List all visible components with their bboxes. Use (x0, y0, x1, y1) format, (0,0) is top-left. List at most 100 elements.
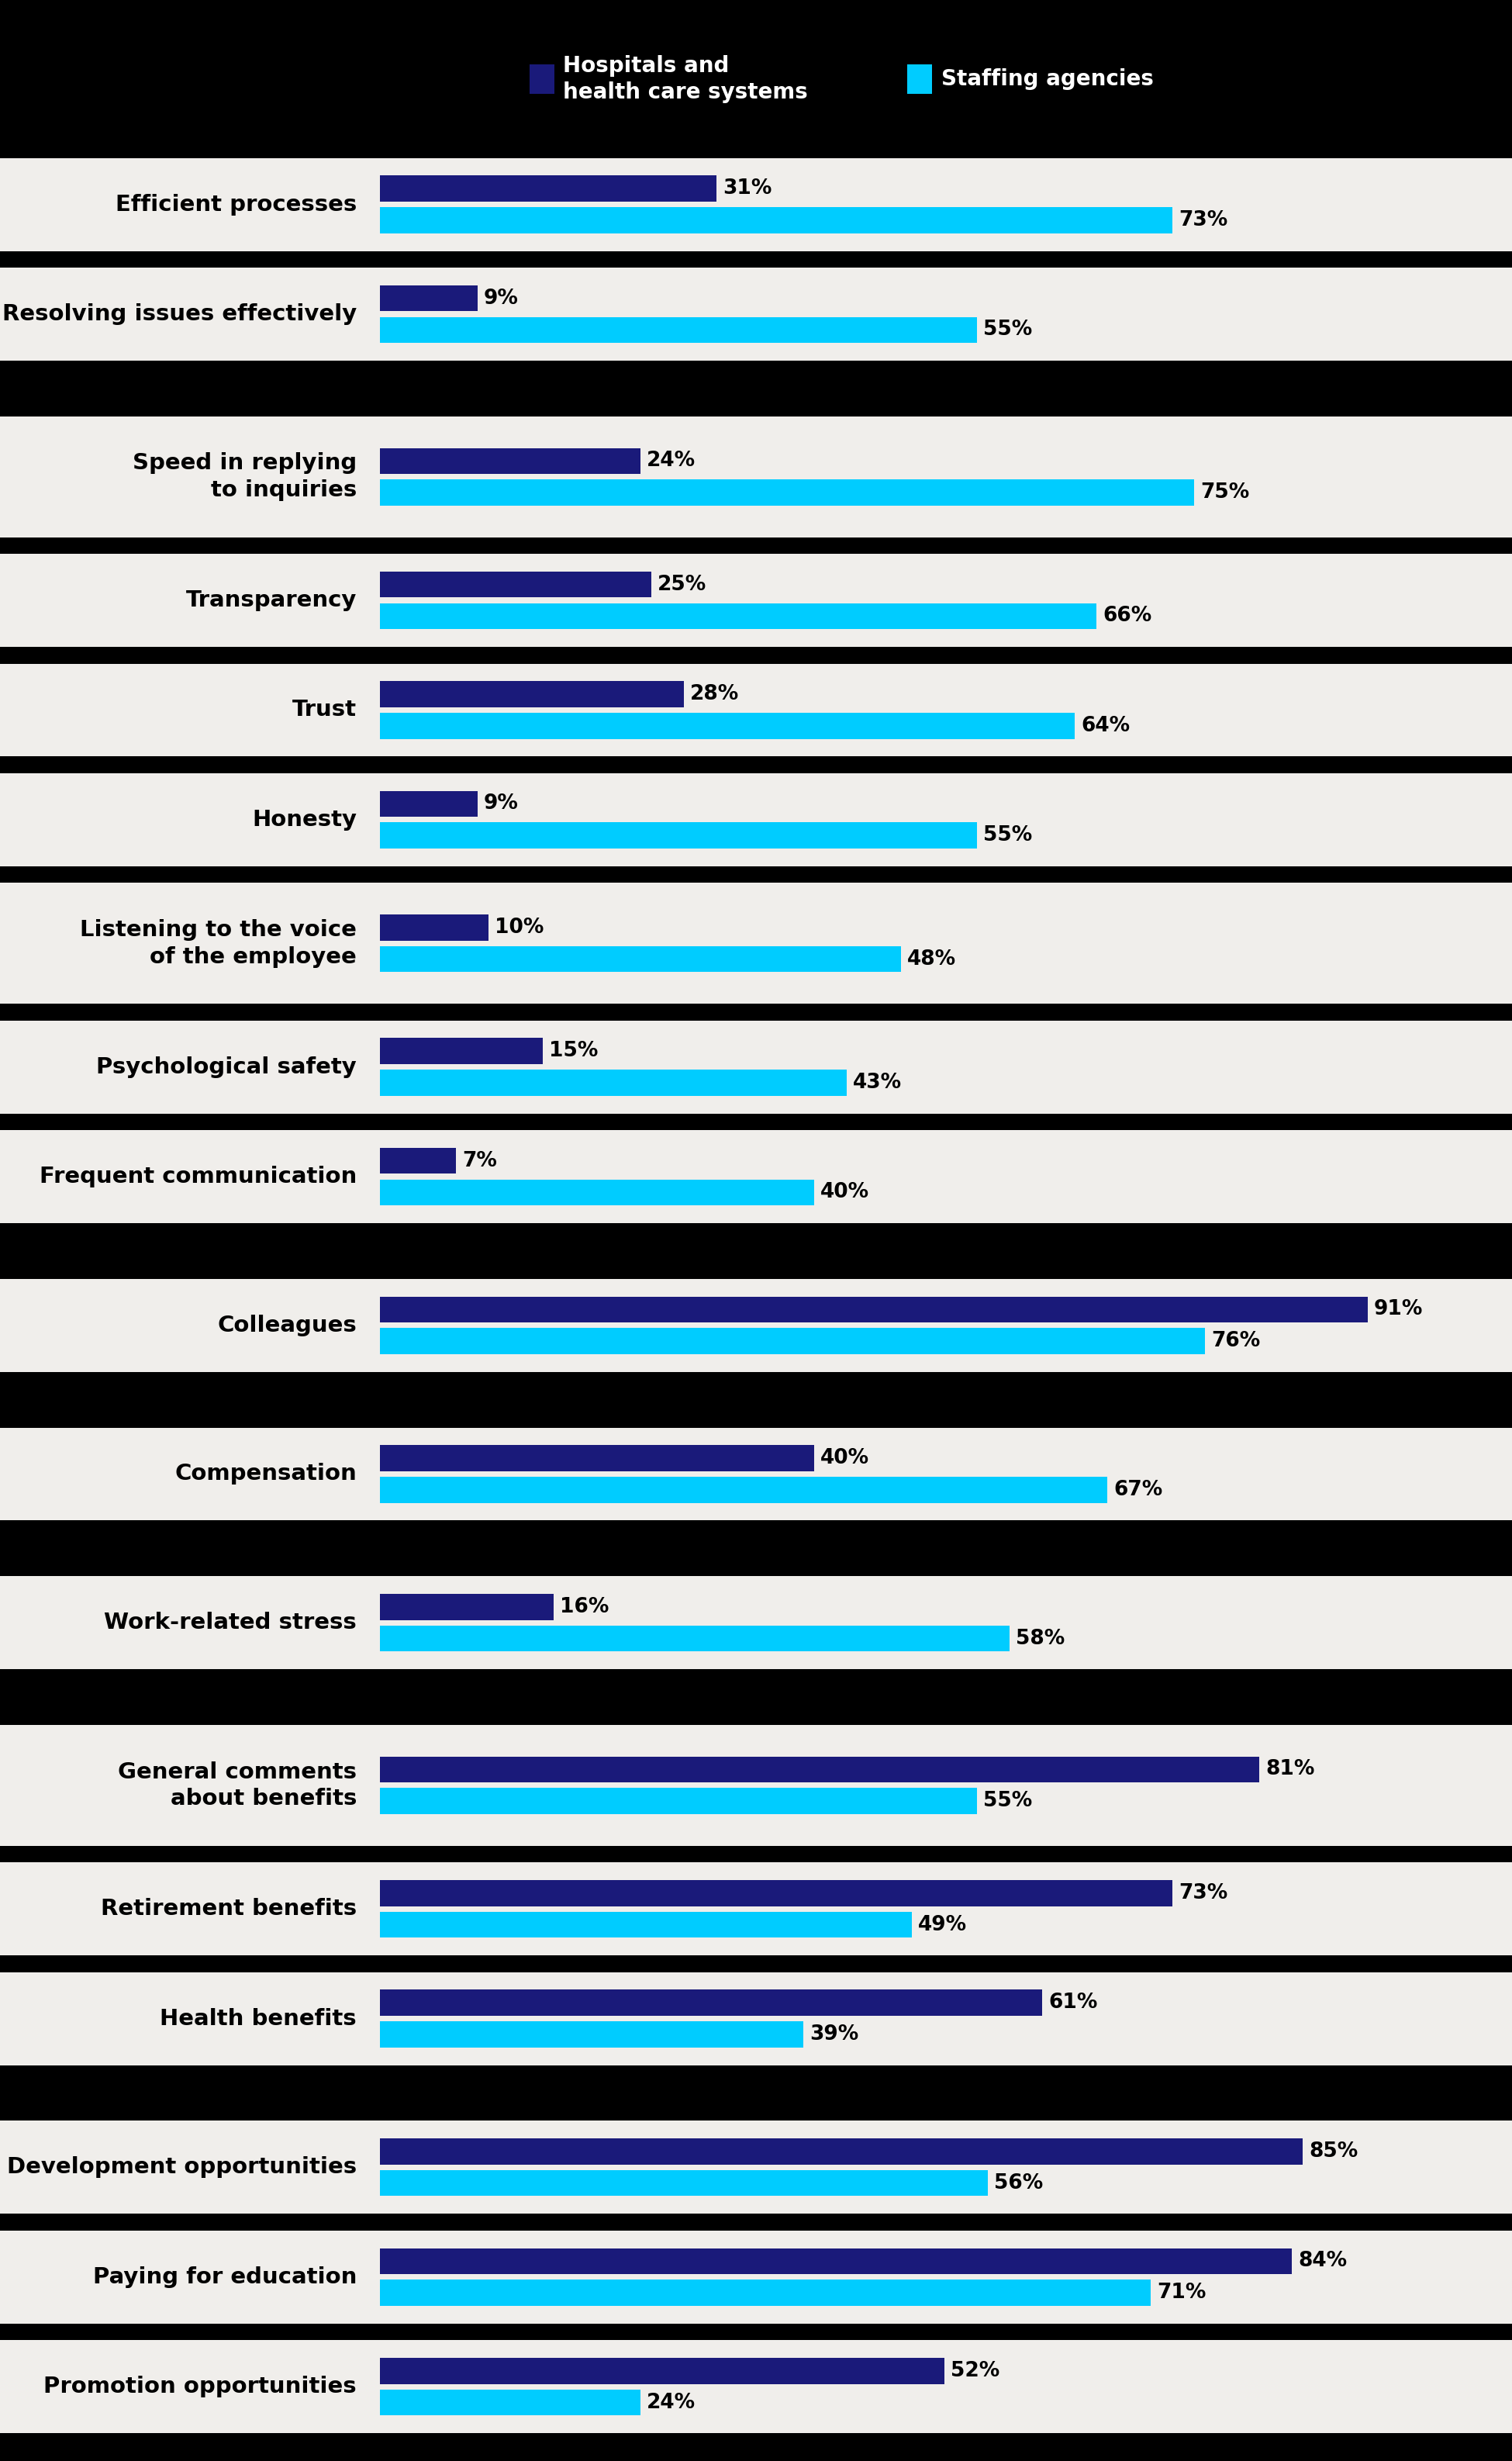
Bar (380, 480, 1194, 505)
Bar (380, 2249, 1291, 2274)
Bar (380, 1039, 543, 1063)
Text: Promotion opportunities: Promotion opportunities (44, 2375, 357, 2397)
Text: 24%: 24% (647, 450, 696, 470)
Text: 66%: 66% (1102, 605, 1152, 625)
Text: 73%: 73% (1178, 209, 1228, 231)
Bar (529, 64, 553, 94)
Text: 39%: 39% (809, 2025, 859, 2045)
Text: 16%: 16% (559, 1597, 609, 1617)
Text: Staffing agencies: Staffing agencies (942, 69, 1154, 91)
Text: Resolving issues effectively: Resolving issues effectively (2, 303, 357, 325)
Bar (0, 1575, 1512, 1669)
Bar (0, 773, 1512, 866)
Text: Compensation: Compensation (175, 1464, 357, 1484)
Bar (907, 64, 931, 94)
Bar (0, 158, 1512, 251)
Bar (0, 664, 1512, 756)
Text: Colleagues: Colleagues (218, 1314, 357, 1336)
Text: 52%: 52% (951, 2360, 999, 2380)
Text: Retirement benefits: Retirement benefits (101, 1897, 357, 1920)
Bar (0, 2230, 1512, 2323)
Bar (380, 1297, 1368, 1322)
Text: Health benefits: Health benefits (160, 2008, 357, 2030)
Bar (380, 790, 478, 817)
Bar (0, 1280, 1512, 1371)
Text: 40%: 40% (821, 1181, 869, 1203)
Text: 7%: 7% (463, 1152, 497, 1171)
Text: 73%: 73% (1178, 1883, 1228, 1902)
Text: 40%: 40% (821, 1447, 869, 1469)
Bar (380, 448, 641, 475)
Bar (380, 1789, 977, 1814)
Text: 49%: 49% (918, 1915, 968, 1934)
Text: Psychological safety: Psychological safety (97, 1056, 357, 1078)
Bar (380, 317, 977, 342)
Text: 55%: 55% (983, 320, 1033, 340)
Text: 85%: 85% (1309, 2141, 1358, 2161)
Text: Work-related stress: Work-related stress (104, 1612, 357, 1634)
Bar (380, 1477, 1107, 1504)
Bar (380, 822, 977, 849)
Text: 81%: 81% (1266, 1760, 1314, 1779)
Bar (380, 2171, 987, 2195)
Bar (0, 1021, 1512, 1112)
Bar (380, 1912, 912, 1937)
Bar (380, 1445, 813, 1472)
Bar (380, 1329, 1205, 1354)
Text: Hospitals and
health care systems: Hospitals and health care systems (564, 54, 807, 103)
Text: 55%: 55% (983, 1792, 1033, 1811)
Bar (380, 175, 717, 202)
Bar (0, 268, 1512, 362)
Bar (0, 1863, 1512, 1956)
Bar (380, 1179, 813, 1206)
Text: 67%: 67% (1113, 1479, 1163, 1499)
Bar (380, 285, 478, 313)
Text: 71%: 71% (1157, 2284, 1207, 2303)
Bar (380, 714, 1075, 738)
Bar (0, 554, 1512, 647)
Bar (0, 883, 1512, 1004)
Bar (0, 416, 1512, 536)
Bar (380, 2390, 641, 2414)
Bar (380, 2020, 803, 2048)
Text: 10%: 10% (494, 918, 544, 938)
Text: 64%: 64% (1081, 716, 1129, 736)
Text: Development opportunities: Development opportunities (8, 2156, 357, 2178)
Text: 84%: 84% (1297, 2252, 1347, 2272)
Bar (380, 603, 1096, 630)
Text: 56%: 56% (993, 2173, 1043, 2193)
Bar (380, 682, 683, 706)
Text: Speed in replying
to inquiries: Speed in replying to inquiries (133, 453, 357, 502)
Bar (0, 2340, 1512, 2434)
Text: Transparency: Transparency (186, 591, 357, 610)
Bar (380, 1595, 553, 1619)
Text: 28%: 28% (689, 684, 739, 704)
Bar (380, 1880, 1172, 1907)
Text: Paying for education: Paying for education (92, 2267, 357, 2289)
Text: Listening to the voice
of the employee: Listening to the voice of the employee (80, 918, 357, 967)
Bar (380, 2279, 1151, 2306)
Bar (380, 1147, 457, 1174)
Text: Honesty: Honesty (253, 810, 357, 829)
Bar (0, 1130, 1512, 1223)
Bar (380, 207, 1172, 234)
Bar (380, 2358, 945, 2385)
Bar (0, 1725, 1512, 1846)
Bar (380, 945, 901, 972)
Text: General comments
about benefits: General comments about benefits (118, 1762, 357, 1809)
Text: 25%: 25% (658, 573, 706, 596)
Text: Frequent communication: Frequent communication (39, 1167, 357, 1189)
Text: 75%: 75% (1201, 482, 1249, 502)
Text: 91%: 91% (1374, 1299, 1423, 1319)
Bar (380, 1991, 1042, 2016)
Bar (0, 2121, 1512, 2215)
Text: 61%: 61% (1048, 1993, 1098, 2013)
Text: 48%: 48% (907, 950, 956, 970)
Bar (380, 571, 652, 598)
Text: 43%: 43% (853, 1073, 901, 1093)
Text: 58%: 58% (1016, 1629, 1064, 1649)
Text: 15%: 15% (549, 1041, 599, 1061)
Text: 24%: 24% (647, 2392, 696, 2412)
Text: 55%: 55% (983, 824, 1033, 847)
Text: Trust: Trust (292, 699, 357, 721)
